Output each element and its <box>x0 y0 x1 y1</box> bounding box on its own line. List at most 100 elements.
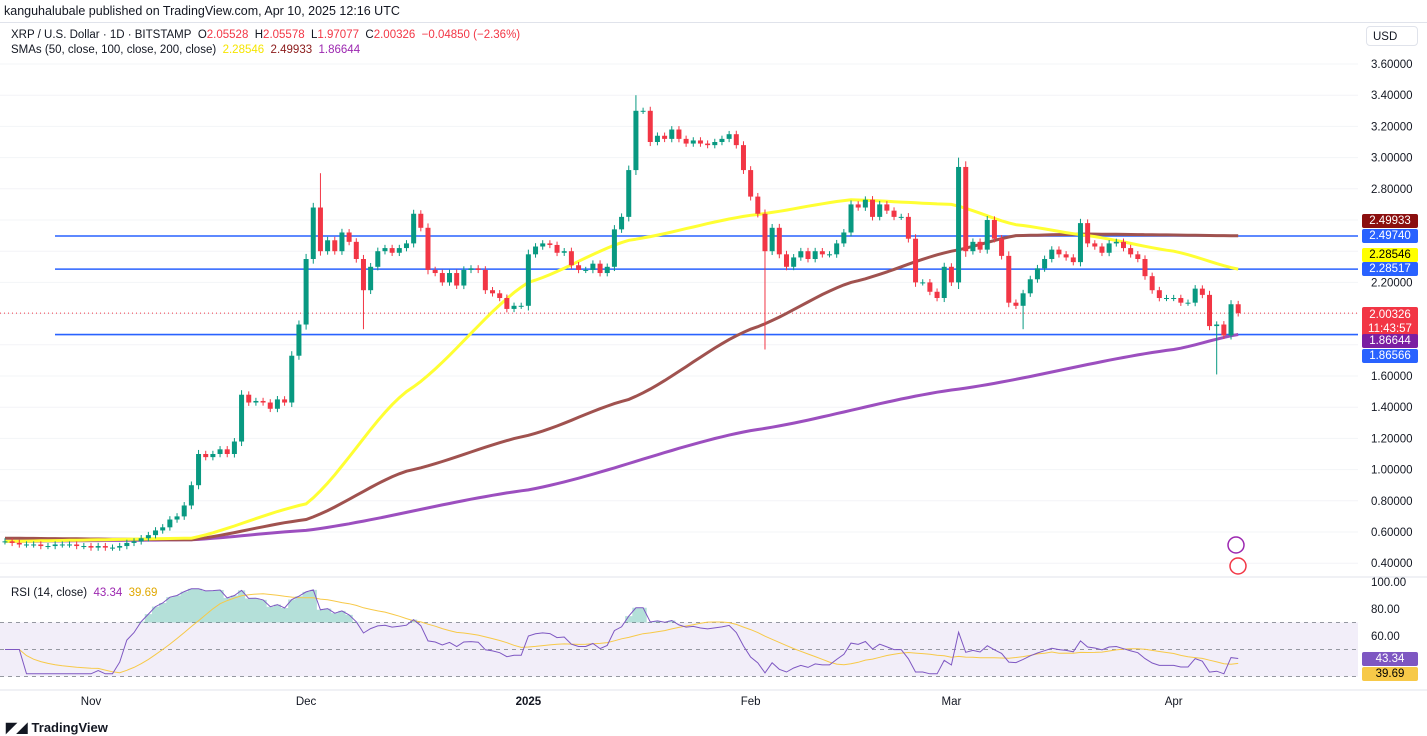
candle-body <box>396 248 402 253</box>
candle-body <box>1013 302 1019 306</box>
candle-body <box>1034 268 1040 280</box>
hline-price-label: 2.28517 <box>1362 262 1418 276</box>
sma100-value: 2.49933 <box>270 44 313 56</box>
last-price: 2.00326 <box>1369 309 1411 321</box>
candle-body <box>411 213 417 244</box>
hline-price-label: 1.86566 <box>1362 349 1418 363</box>
candle-body <box>676 129 682 139</box>
candle-body <box>102 546 108 548</box>
price-tick-label: 3.00000 <box>1371 153 1413 165</box>
candle-body <box>188 485 194 506</box>
price-tick-label: 0.40000 <box>1371 558 1413 570</box>
candle-body <box>418 213 424 228</box>
candle-body <box>568 251 574 266</box>
candle-body <box>791 257 797 267</box>
candle-body <box>712 142 718 146</box>
candle-body <box>203 454 209 458</box>
rsi-ma-price-label: 39.69 <box>1362 667 1418 681</box>
candle-body <box>662 135 668 139</box>
candle-body <box>138 538 144 542</box>
candle-body <box>475 268 481 270</box>
time-tick-label: Feb <box>741 696 761 708</box>
candle-body <box>626 170 632 217</box>
candle-body <box>1099 246 1105 253</box>
candle-body <box>977 241 983 250</box>
candle-body <box>1221 324 1227 336</box>
candle-body <box>633 110 639 171</box>
candle-body <box>95 546 101 548</box>
candle-body <box>382 248 388 252</box>
candle-body <box>1106 243 1112 253</box>
candle-body <box>819 251 825 255</box>
lightning-event-icon <box>1227 536 1245 554</box>
candle-body <box>755 196 761 214</box>
candle-body <box>1020 293 1026 306</box>
tradingview-logo[interactable]: ◤◢ TradingView <box>6 719 108 736</box>
candle-body <box>368 266 374 291</box>
candle-body <box>805 251 811 259</box>
price-tick-label: 1.60000 <box>1371 371 1413 383</box>
candle-body <box>296 324 302 356</box>
candle-body <box>956 166 962 283</box>
candle-body <box>1235 304 1241 314</box>
sma50-line <box>4 198 1239 543</box>
time-tick-label: Mar <box>941 696 961 708</box>
candle-body <box>518 305 524 307</box>
candle-body <box>45 546 51 548</box>
candle-body <box>884 204 890 211</box>
candle-body <box>511 305 517 309</box>
candle-body <box>282 399 288 403</box>
candle-body <box>640 110 646 112</box>
candle-body <box>870 199 876 217</box>
candle-body <box>346 232 352 242</box>
candle-body <box>740 145 746 171</box>
candle-body <box>1070 257 1076 263</box>
candle-body <box>131 541 137 543</box>
sma200-price-label: 1.86644 <box>1362 334 1418 348</box>
candle-body <box>224 449 230 454</box>
candle-body <box>360 259 366 291</box>
close-label: C <box>365 29 374 41</box>
candle-body <box>991 220 997 239</box>
candle-body <box>1128 248 1134 255</box>
candle-body <box>891 210 897 217</box>
rsi-ma-value: 39.69 <box>128 587 158 599</box>
candle-body <box>38 544 44 547</box>
candle-body <box>339 232 345 252</box>
candle-body <box>1207 294 1213 327</box>
price-tick-label: 1.20000 <box>1371 433 1413 445</box>
price-tick-label: 3.60000 <box>1371 59 1413 71</box>
candle-body <box>1199 288 1205 295</box>
candle-body <box>9 541 15 543</box>
tradingview-logo-icon: ◤◢ <box>6 719 28 735</box>
candle-body <box>246 394 252 403</box>
bar-countdown: 11:43:57 <box>1368 323 1412 335</box>
candle-body <box>181 505 187 517</box>
symbol-legend: XRP / U.S. Dollar · 1D · BITSTAMP O2.055… <box>11 29 520 41</box>
rsi-legend[interactable]: RSI (14, close) 43.34 39.69 <box>11 587 157 599</box>
published-info: kanguhalubale published on TradingView.c… <box>4 4 400 18</box>
candle-body <box>547 243 553 245</box>
time-tick-label: Apr <box>1165 696 1183 708</box>
candle-body <box>654 135 660 142</box>
candle-body <box>1120 241 1126 249</box>
candle-body <box>783 254 789 267</box>
candle-body <box>1142 259 1148 277</box>
candle-body <box>231 441 237 454</box>
candle-body <box>877 204 883 217</box>
candle-body <box>2 541 8 543</box>
price-tick-label: 3.40000 <box>1371 90 1413 102</box>
candle-body <box>217 449 223 454</box>
candle-body <box>1164 298 1169 299</box>
candle-body <box>705 143 711 146</box>
hline-price-label: 2.49740 <box>1362 229 1418 243</box>
sma-legend[interactable]: SMAs (50, close, 100, close, 200, close)… <box>11 44 360 56</box>
candle-body <box>59 544 65 546</box>
time-tick-label: 2025 <box>516 696 542 708</box>
price-tick-label: 3.20000 <box>1371 121 1413 133</box>
rsi-title: RSI (14, close) <box>11 587 88 599</box>
currency-button[interactable]: USD <box>1366 26 1418 46</box>
chart-frame <box>0 22 1427 713</box>
time-tick-label: Nov <box>81 696 102 708</box>
